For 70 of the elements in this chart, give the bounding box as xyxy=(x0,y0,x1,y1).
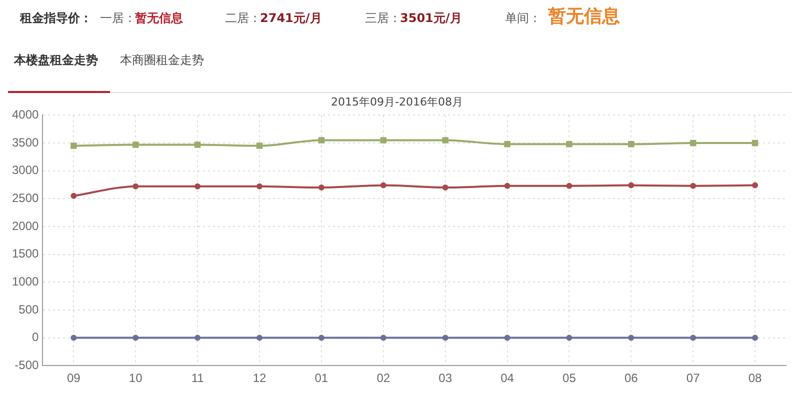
y-tick-label: 1000 xyxy=(12,274,40,288)
x-tick-label: 09 xyxy=(66,371,81,386)
point xyxy=(380,182,386,188)
point xyxy=(132,183,139,190)
point xyxy=(442,334,448,341)
text: 三居： xyxy=(365,10,401,27)
point xyxy=(628,334,634,341)
point xyxy=(690,334,696,341)
y-tick-label: 500 xyxy=(18,302,40,316)
x-tick-label: 02 xyxy=(376,371,390,386)
y-tick-label: 3500 xyxy=(12,135,40,150)
point xyxy=(566,334,572,341)
text: 暂无信息 xyxy=(548,5,620,28)
point xyxy=(256,183,262,190)
point xyxy=(70,142,77,149)
point xyxy=(256,142,263,149)
point xyxy=(504,141,510,148)
point xyxy=(380,334,386,341)
point xyxy=(628,182,634,188)
x-tick-label: 05 xyxy=(562,371,576,386)
y-tick-label: 1500 xyxy=(12,246,40,261)
x-tick-label: 03 xyxy=(438,371,452,386)
point xyxy=(442,184,448,191)
point xyxy=(194,334,201,341)
x-tick-label: 08 xyxy=(748,371,762,386)
x-tick-label: 01 xyxy=(314,371,328,386)
text: 二居： xyxy=(225,10,261,27)
point xyxy=(752,140,758,146)
point xyxy=(566,141,572,148)
x-tick-label: 12 xyxy=(252,371,266,386)
point xyxy=(318,137,325,144)
point xyxy=(70,334,77,341)
chart-title: 2015年09月-2016年08月 xyxy=(331,95,463,108)
point xyxy=(318,184,324,191)
x-tick-label: 07 xyxy=(686,371,700,386)
y-tick-label: -500 xyxy=(14,358,40,372)
y-tick-label: 3000 xyxy=(12,163,40,178)
point xyxy=(504,182,510,189)
point xyxy=(194,183,201,190)
point xyxy=(132,142,139,148)
x-tick-label: 04 xyxy=(500,371,514,386)
point xyxy=(70,192,77,199)
point xyxy=(628,141,634,148)
text: 单间： xyxy=(505,10,541,27)
point xyxy=(132,334,139,341)
text: 2741元/月 xyxy=(260,10,322,27)
text: 本楼盘租金走势 xyxy=(14,52,98,69)
point xyxy=(690,140,696,146)
text: 本商圈租金走势 xyxy=(120,52,204,69)
x-tick-label: 06 xyxy=(624,371,638,386)
text: 暂无信息 xyxy=(135,10,183,27)
point xyxy=(318,334,324,341)
text: 一居： xyxy=(100,10,136,27)
text: 3501元/月 xyxy=(400,10,462,27)
x-tick-label: 10 xyxy=(128,371,143,386)
point xyxy=(504,334,510,341)
point xyxy=(690,182,696,189)
point xyxy=(752,334,758,341)
point xyxy=(256,334,262,341)
y-tick-label: 2500 xyxy=(12,190,40,205)
y-tick-label: 2000 xyxy=(12,218,40,233)
x-tick-label: 11 xyxy=(191,371,204,386)
y-tick-label: 4000 xyxy=(12,108,40,122)
point xyxy=(380,137,386,144)
point xyxy=(442,137,448,144)
text: 租金指导价： xyxy=(20,10,92,27)
point xyxy=(566,182,572,189)
point xyxy=(194,142,201,148)
y-tick-label: 0 xyxy=(32,330,40,344)
point xyxy=(752,182,758,188)
